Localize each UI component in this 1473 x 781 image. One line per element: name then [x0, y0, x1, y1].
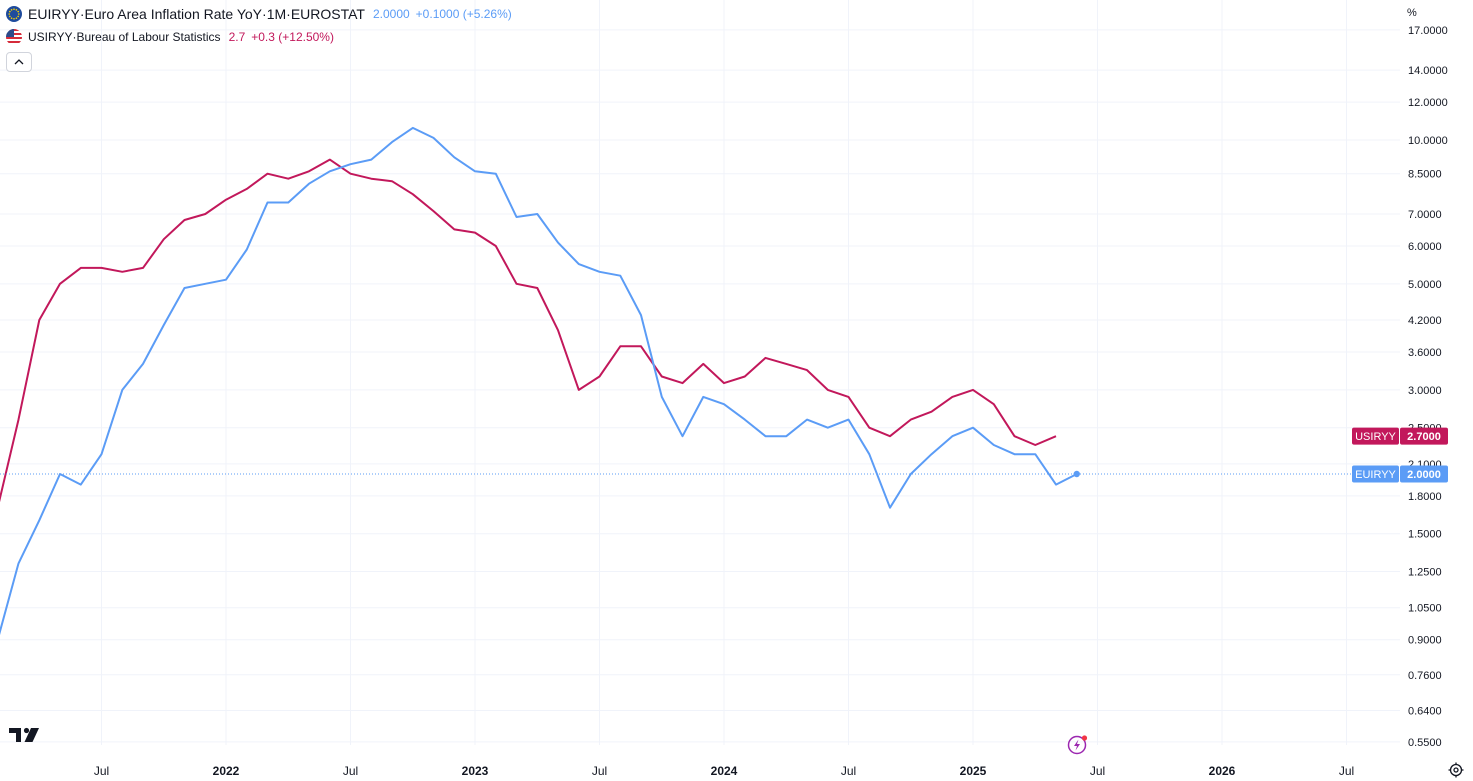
legend-us-change: +0.3 (+12.50%) — [251, 30, 334, 44]
price-label-name: USIRYY — [1355, 431, 1396, 443]
y-tick-label: 7.0000 — [1408, 209, 1442, 221]
legend-eu-sep2: · — [262, 6, 267, 22]
x-tick-label: 2026 — [1209, 764, 1236, 778]
y-tick-label: 6.0000 — [1408, 241, 1442, 253]
y-tick-label: 0.6400 — [1408, 705, 1442, 717]
series — [0, 126, 1400, 636]
legend-eu-sep1: · — [79, 6, 85, 22]
axes: 0.5500 0.6400 0.7600 0.9000 1.0500 1.2500 1.50… — [94, 25, 1448, 778]
legend-eu-title: Euro Area Inflation Rate YoY — [84, 6, 263, 22]
y-tick-label: 17.0000 — [1408, 25, 1448, 37]
y-tick-label: 1.2500 — [1408, 567, 1442, 579]
y-tick-label: 14.0000 — [1408, 65, 1448, 77]
series-line-euiryy — [0, 126, 1078, 636]
legend-us-sep1: · — [72, 30, 77, 44]
legend-eu-symbol[interactable]: EUIRYY — [28, 6, 80, 22]
x-tick-label: 2022 — [213, 764, 240, 778]
tradingview-logo-icon[interactable] — [9, 726, 41, 744]
grid — [0, 0, 1400, 745]
legend-us-value: 2.7 — [228, 30, 246, 44]
legend-us-source: Bureau of Labour Statistics — [76, 30, 221, 44]
x-tick-label: 2023 — [462, 764, 489, 778]
y-tick-label: 0.9000 — [1408, 635, 1442, 647]
x-tick-label: Jul — [343, 764, 358, 778]
lightning-icon[interactable] — [1066, 734, 1090, 758]
price-label-value-bg — [1400, 427, 1448, 445]
y-tick-label: 0.7600 — [1408, 670, 1442, 682]
eu-last-point — [1073, 470, 1080, 478]
y-tick-label: 8.5000 — [1408, 169, 1442, 181]
legend-us-symbol[interactable]: USIRYY — [28, 30, 73, 44]
us-flag-icon — [6, 29, 22, 45]
chevron-up-icon — [14, 59, 24, 65]
price-label-value: 2.0000 — [1407, 469, 1441, 481]
scale-mode-label[interactable]: % — [1407, 7, 1417, 19]
y-tick-label: 12.0000 — [1408, 97, 1448, 109]
legend-euiryy[interactable]: EUIRYY · Euro Area Inflation Rate YoY · … — [6, 4, 512, 24]
price-label-value-bg — [1400, 465, 1448, 483]
x-tick-label: Jul — [1339, 764, 1354, 778]
price-labels: USIRYY 2.7000 EUIRYY 2.0000 — [1352, 427, 1448, 483]
legend-eu-value: 2.0000 — [372, 7, 410, 21]
legend-eu-source: EUROSTAT — [290, 6, 365, 22]
legend-usiryy[interactable]: USIRYY · Bureau of Labour Statistics 2.7… — [6, 27, 334, 47]
y-tick-label: 5.0000 — [1408, 279, 1442, 291]
y-tick-label: 4.2000 — [1408, 315, 1442, 327]
series-line-usiryy — [0, 158, 1057, 503]
y-tick-label: 1.0500 — [1408, 603, 1442, 615]
x-tick-label: Jul — [1090, 764, 1105, 778]
x-tick-label: 2024 — [711, 764, 738, 778]
y-tick-label: 10.0000 — [1408, 135, 1448, 147]
settings-icon[interactable] — [1448, 762, 1464, 778]
price-label-name-bg — [1352, 427, 1399, 445]
legend-eu-sep3: · — [286, 6, 291, 22]
y-tick-label: 3.0000 — [1408, 385, 1442, 397]
legend-eu-change: +0.1000 (+5.26%) — [415, 7, 512, 21]
legend-eu-interval: 1M — [266, 6, 287, 22]
x-tick-label: 2025 — [960, 764, 987, 778]
eu-flag-icon — [6, 6, 22, 22]
y-tick-label: 1.8000 — [1408, 491, 1442, 503]
price-label-name: EUIRYY — [1355, 469, 1396, 481]
x-tick-label: Jul — [94, 764, 109, 778]
y-tick-label: 3.6000 — [1408, 347, 1442, 359]
y-tick-label: 1.5000 — [1408, 529, 1442, 541]
y-tick-label: 0.5500 — [1408, 737, 1442, 749]
collapse-legend-button[interactable] — [6, 52, 32, 72]
x-tick-label: Jul — [592, 764, 607, 778]
price-label-name-bg — [1352, 465, 1399, 483]
x-tick-label: Jul — [841, 764, 856, 778]
price-label-value: 2.7000 — [1407, 431, 1441, 443]
